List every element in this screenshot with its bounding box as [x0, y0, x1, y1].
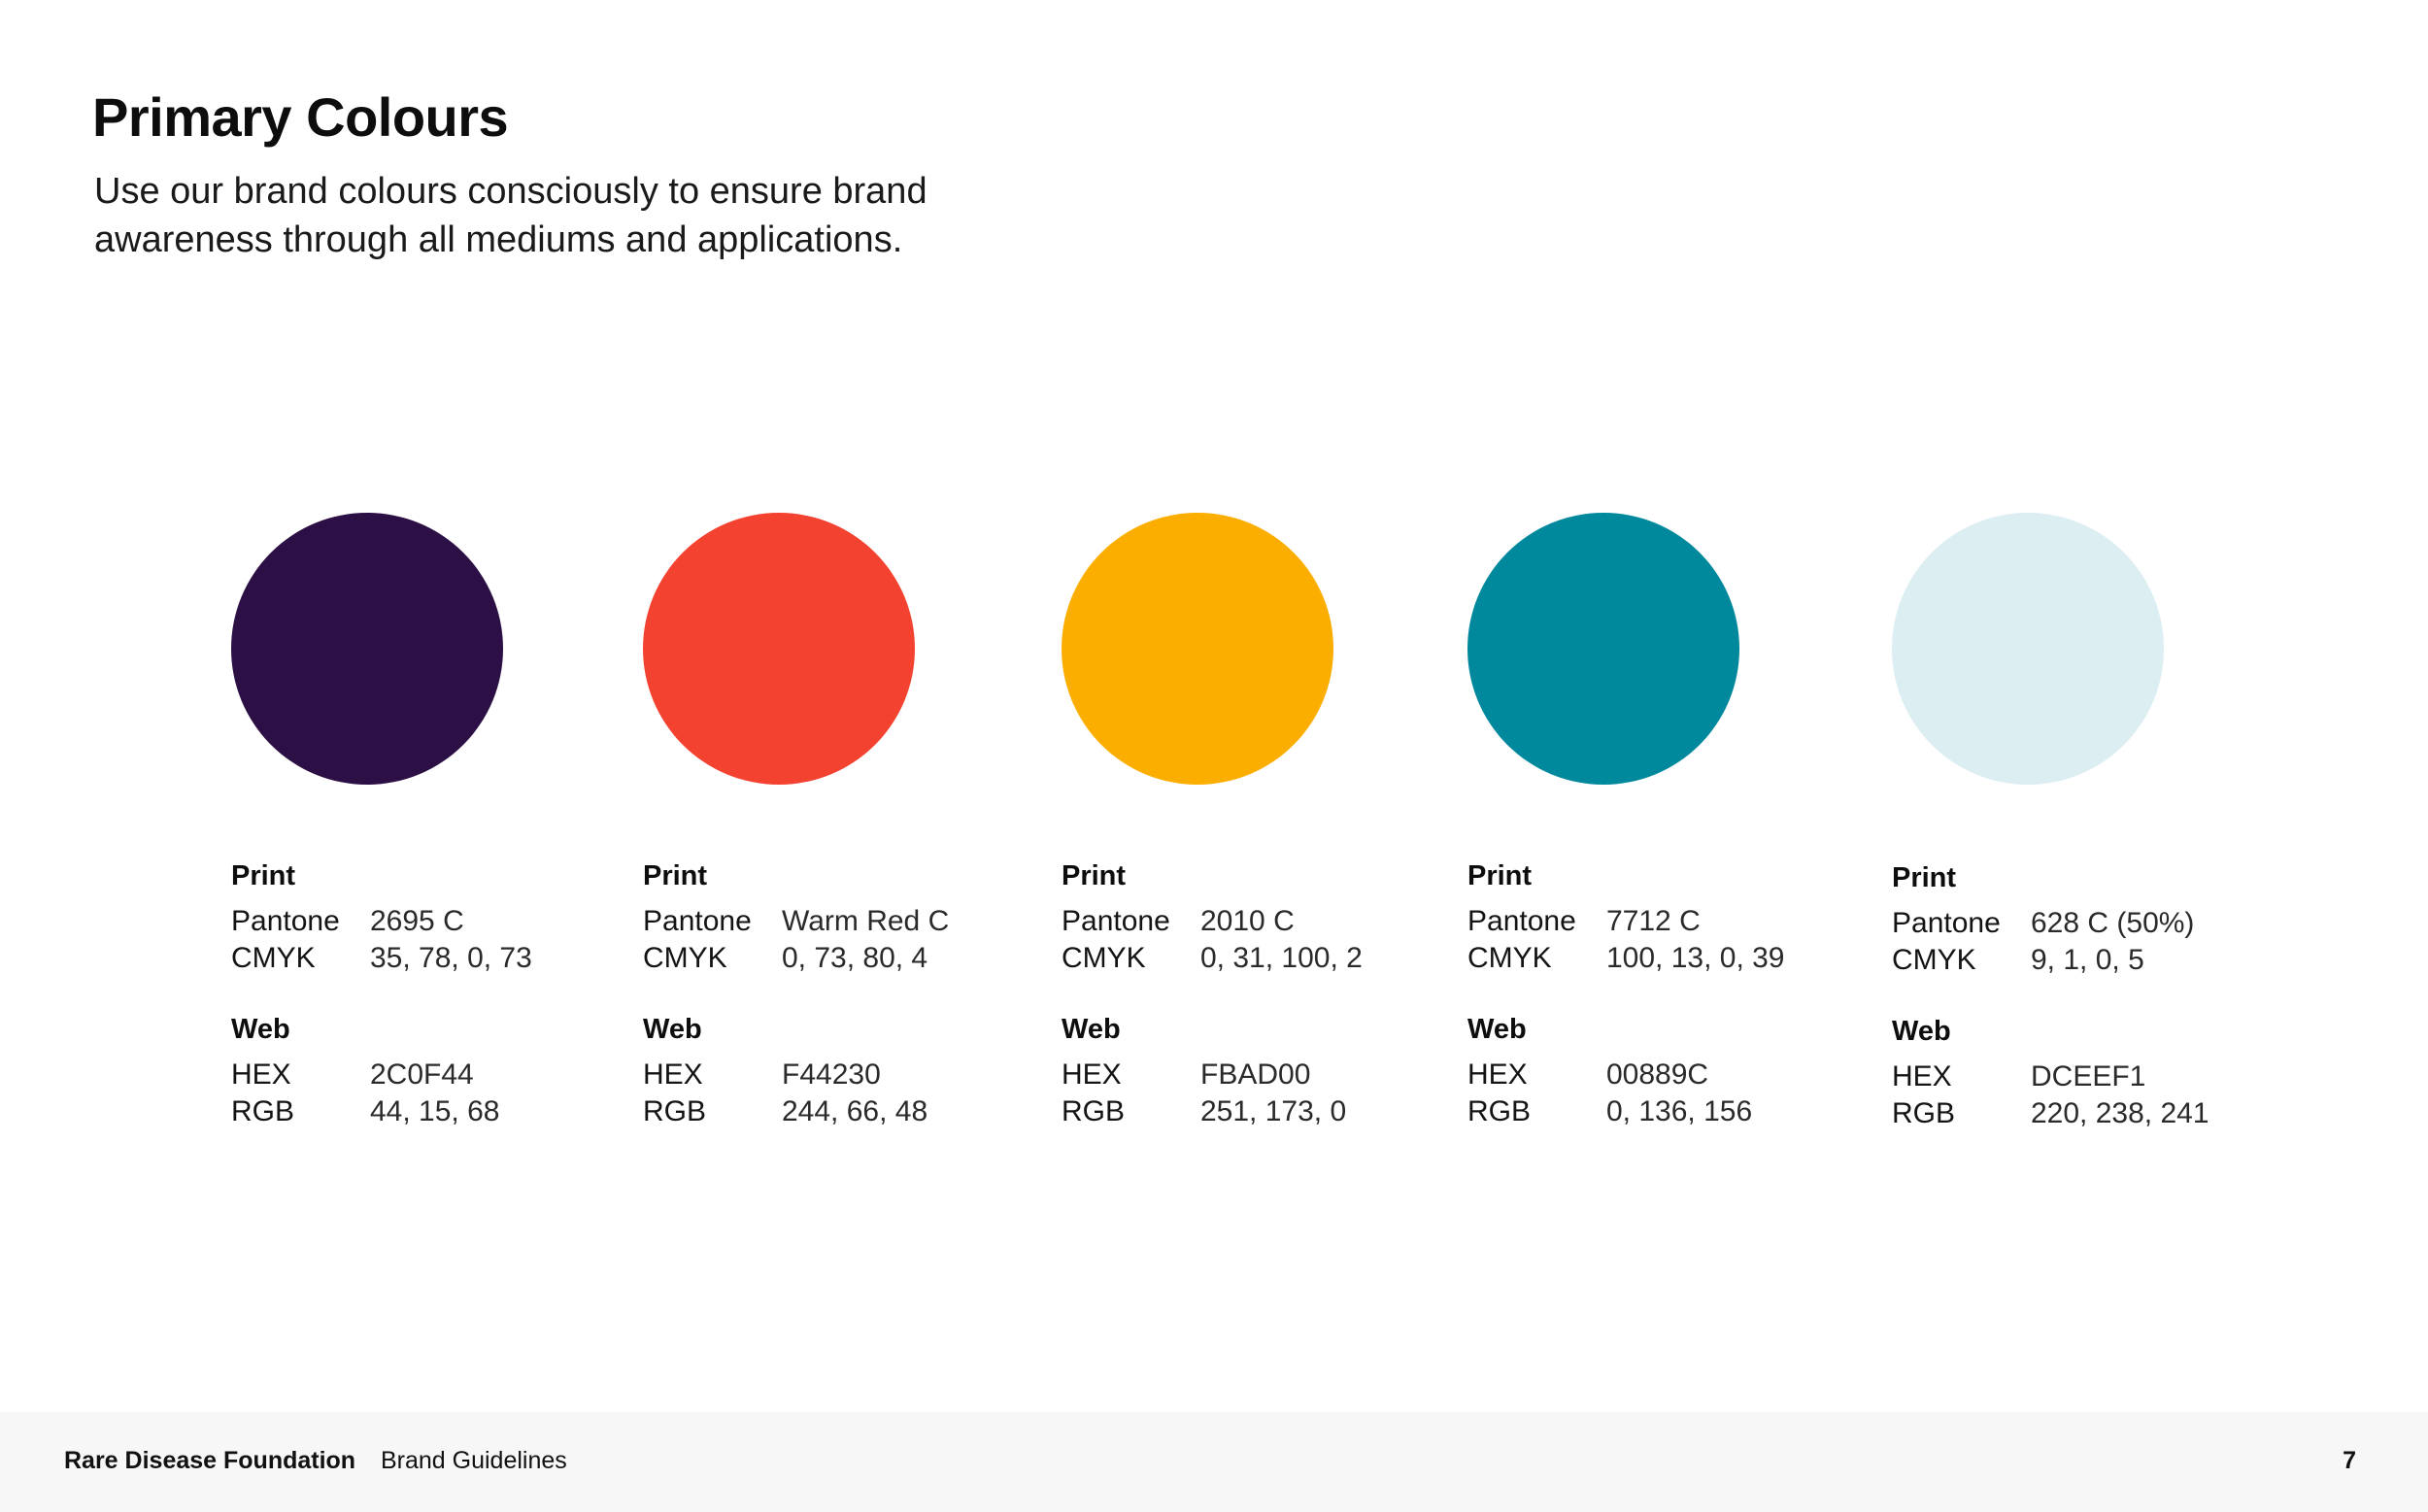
rgb-value: 0, 136, 156: [1606, 1095, 1753, 1127]
cmyk-label: CMYK: [1892, 944, 1976, 976]
rgb-label: RGB: [643, 1095, 707, 1127]
hex-label: HEX: [1062, 1058, 1122, 1091]
web-heading: Web: [643, 1014, 702, 1045]
web-heading: Web: [1062, 1014, 1121, 1045]
cmyk-value: 100, 13, 0, 39: [1606, 942, 1785, 974]
web-heading: Web: [1892, 1016, 1951, 1047]
rgb-label: RGB: [1062, 1095, 1126, 1127]
hex-value: 2C0F44: [370, 1058, 474, 1091]
pantone-value: 2010 C: [1200, 905, 1295, 937]
cmyk-label: CMYK: [643, 942, 727, 974]
page-subtitle: Use our brand colours consciously to ens…: [94, 171, 927, 260]
hex-label: HEX: [643, 1058, 703, 1091]
rgb-label: RGB: [1467, 1095, 1532, 1127]
hex-label: HEX: [1467, 1058, 1528, 1091]
hex-value: DCEEF1: [2031, 1060, 2146, 1092]
colour-specs: Print Pantone 628 C (50%) CMYK 9, 1, 0, …: [1892, 858, 2428, 1132]
print-heading: Print: [1892, 862, 1957, 893]
hex-label: HEX: [1892, 1060, 1952, 1092]
pantone-value: 7712 C: [1606, 905, 1701, 937]
cmyk-value: 0, 31, 100, 2: [1200, 942, 1363, 974]
colour-swatch-purple: Print Pantone 2695 C CMYK 35, 78, 0, 73 …: [231, 513, 775, 1154]
rgb-row: RGB 220, 238, 241: [1892, 1095, 2428, 1132]
colour-circle: [231, 513, 503, 785]
rgb-label: RGB: [231, 1095, 295, 1127]
cmyk-row: CMYK 9, 1, 0, 5: [1892, 942, 2428, 979]
pantone-label: Pantone: [231, 905, 340, 937]
cmyk-value: 0, 73, 80, 4: [782, 942, 928, 974]
colour-circle: [1062, 513, 1333, 785]
cmyk-row: CMYK 0, 73, 80, 4: [643, 940, 1187, 977]
page-footer: Rare Disease Foundation Brand Guidelines…: [0, 1412, 2428, 1512]
rgb-value: 44, 15, 68: [370, 1095, 500, 1127]
cmyk-row: CMYK 0, 31, 100, 2: [1062, 940, 1605, 977]
pantone-row: Pantone 2695 C: [231, 903, 775, 940]
footer-organisation: Rare Disease Foundation: [64, 1447, 356, 1474]
cmyk-value: 9, 1, 0, 5: [2031, 944, 2144, 976]
print-heading: Print: [643, 860, 708, 891]
print-heading: Print: [1062, 860, 1127, 891]
rgb-value: 244, 66, 48: [782, 1095, 928, 1127]
rgb-row: RGB 244, 66, 48: [643, 1093, 1187, 1130]
pantone-row: Pantone 2010 C: [1062, 903, 1605, 940]
page-title: Primary Colours: [92, 86, 509, 148]
rgb-label: RGB: [1892, 1097, 1956, 1129]
cmyk-label: CMYK: [1062, 942, 1146, 974]
pantone-row: Pantone 7712 C: [1467, 903, 2011, 940]
colour-circle: [1892, 513, 2164, 785]
hex-row: HEX F44230: [643, 1057, 1187, 1093]
cmyk-label: CMYK: [231, 942, 316, 974]
rgb-row: RGB 0, 136, 156: [1467, 1093, 2011, 1130]
hex-row: HEX DCEEF1: [1892, 1058, 2428, 1095]
footer-document-title: Brand Guidelines: [381, 1447, 567, 1474]
colour-swatch-yellow: Print Pantone 2010 C CMYK 0, 31, 100, 2 …: [1062, 513, 1605, 1154]
print-heading: Print: [231, 860, 296, 891]
cmyk-label: CMYK: [1467, 942, 1552, 974]
hex-label: HEX: [231, 1058, 291, 1091]
cmyk-row: CMYK 100, 13, 0, 39: [1467, 940, 2011, 977]
pantone-label: Pantone: [1467, 905, 1576, 937]
pantone-value: 628 C (50%): [2031, 907, 2195, 939]
colour-swatch-light-blue: Print Pantone 628 C (50%) CMYK 9, 1, 0, …: [1892, 513, 2428, 1156]
pantone-label: Pantone: [643, 905, 752, 937]
pantone-label: Pantone: [1892, 907, 2001, 939]
colour-specs: Print Pantone 2695 C CMYK 35, 78, 0, 73 …: [231, 857, 775, 1130]
rgb-row: RGB 251, 173, 0: [1062, 1093, 1605, 1130]
pantone-value: Warm Red C: [782, 905, 950, 937]
cmyk-value: 35, 78, 0, 73: [370, 942, 532, 974]
web-heading: Web: [1467, 1014, 1527, 1045]
hex-row: HEX 2C0F44: [231, 1057, 775, 1093]
pantone-row: Pantone 628 C (50%): [1892, 905, 2428, 942]
pantone-value: 2695 C: [370, 905, 464, 937]
print-heading: Print: [1467, 860, 1533, 891]
page-number: 7: [2343, 1447, 2356, 1474]
hex-row: HEX 00889C: [1467, 1057, 2011, 1093]
colour-specs: Print Pantone Warm Red C CMYK 0, 73, 80,…: [643, 857, 1187, 1130]
pantone-label: Pantone: [1062, 905, 1170, 937]
colour-specs: Print Pantone 2010 C CMYK 0, 31, 100, 2 …: [1062, 857, 1605, 1130]
hex-value: 00889C: [1606, 1058, 1709, 1091]
colour-specs: Print Pantone 7712 C CMYK 100, 13, 0, 39…: [1467, 857, 2011, 1130]
web-heading: Web: [231, 1014, 290, 1045]
colour-swatch-red: Print Pantone Warm Red C CMYK 0, 73, 80,…: [643, 513, 1187, 1154]
rgb-value: 220, 238, 241: [2031, 1097, 2209, 1129]
colour-circle: [1467, 513, 1739, 785]
hex-value: FBAD00: [1200, 1058, 1311, 1091]
rgb-row: RGB 44, 15, 68: [231, 1093, 775, 1130]
colour-swatch-teal: Print Pantone 7712 C CMYK 100, 13, 0, 39…: [1467, 513, 2011, 1154]
hex-value: F44230: [782, 1058, 881, 1091]
hex-row: HEX FBAD00: [1062, 1057, 1605, 1093]
cmyk-row: CMYK 35, 78, 0, 73: [231, 940, 775, 977]
rgb-value: 251, 173, 0: [1200, 1095, 1347, 1127]
colour-circle: [643, 513, 915, 785]
pantone-row: Pantone Warm Red C: [643, 903, 1187, 940]
